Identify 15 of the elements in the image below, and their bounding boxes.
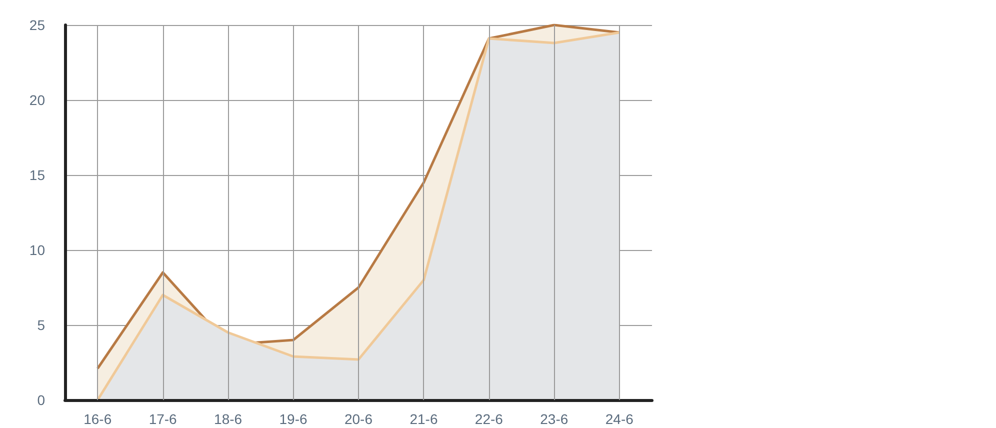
x-tick-label: 23-6 (540, 411, 568, 427)
x-tick-label: 24-6 (605, 411, 634, 427)
y-tick-label: 25 (29, 17, 46, 33)
y-tick-label: 10 (29, 242, 46, 258)
y-tick-label: 0 (37, 392, 46, 408)
y-tick-label: 5 (37, 317, 46, 333)
x-tick-label: 17-6 (148, 411, 178, 427)
x-tick-label: 16-6 (84, 411, 112, 427)
x-tick-label: 21-6 (410, 411, 438, 427)
y-tick-label: 20 (29, 92, 46, 108)
x-tick-label: 18-6 (214, 411, 242, 427)
x-tick-label: 22-6 (474, 411, 504, 427)
x-tick-label: 19-6 (279, 411, 308, 427)
y-tick-label: 15 (29, 167, 46, 183)
x-tick-label: 20-6 (344, 411, 373, 427)
